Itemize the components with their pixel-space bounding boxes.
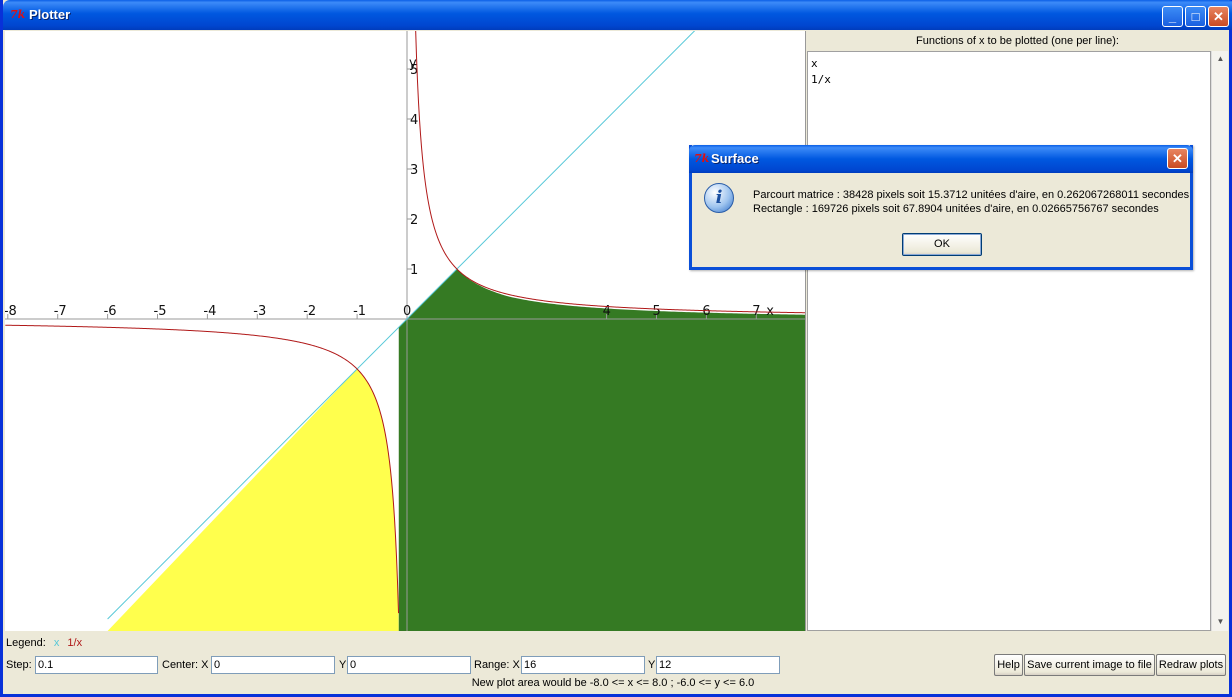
center-y-label: Y xyxy=(339,659,347,671)
range-y-input[interactable]: 12 xyxy=(656,656,780,674)
close-button[interactable]: ✕ xyxy=(1208,6,1229,27)
ok-button[interactable]: OK xyxy=(902,233,982,256)
range-x-input[interactable]: 16 xyxy=(521,656,645,674)
y-tick-label: 4 xyxy=(410,113,418,128)
dialog-title-bar[interactable]: 7k Surface ✕ xyxy=(689,145,1193,173)
center-y-input[interactable]: 0 xyxy=(347,656,471,674)
function-line: x xyxy=(811,57,818,70)
function-line: 1/x xyxy=(811,73,831,86)
step-label: Step: xyxy=(6,659,32,671)
scroll-up-icon[interactable]: ▲ xyxy=(1216,54,1225,63)
x-tick-label: 6 xyxy=(702,304,710,319)
x-tick-label: -7 xyxy=(54,304,67,319)
y-tick-label: 3 xyxy=(410,163,418,178)
x-tick-label: -3 xyxy=(253,304,266,319)
x-tick-label: -2 xyxy=(303,304,316,319)
functions-textarea[interactable]: x 1/x xyxy=(807,51,1211,631)
legend-item-x: x xyxy=(53,637,60,649)
window-title: Plotter xyxy=(29,7,71,22)
dialog-line-1: Parcourt matrice : 38428 pixels soit 15.… xyxy=(753,189,1190,201)
dialog-message: Parcourt matrice : 38428 pixels soit 15.… xyxy=(753,188,1189,216)
title-bar[interactable]: 7k Plotter _ □ ✕ xyxy=(3,0,1232,30)
legend-label: Legend: xyxy=(6,637,46,649)
dialog-close-button[interactable]: ✕ xyxy=(1167,148,1188,169)
status-bar: New plot area would be -8.0 <= x <= 8.0 … xyxy=(471,677,755,689)
surface-dialog: 7k Surface ✕ i Parcourt matrice : 38428 … xyxy=(689,145,1193,270)
legend: Legend: x 1/x xyxy=(6,637,87,649)
series-line-inv-positive xyxy=(415,31,805,314)
legend-item-inv: 1/x xyxy=(67,637,83,649)
center-x-input[interactable]: 0 xyxy=(211,656,335,674)
save-image-button[interactable]: Save current image to file xyxy=(1024,654,1155,676)
x-tick-label: -1 xyxy=(353,304,366,319)
controls-row: Step: 0.1 Center: X 0 Y 0 Range: X 16 Y … xyxy=(0,654,1232,676)
scroll-down-icon[interactable]: ▼ xyxy=(1216,617,1225,626)
tk-feather-icon: 7k xyxy=(10,8,26,21)
help-button[interactable]: Help xyxy=(994,654,1023,676)
y-axis-label: y xyxy=(409,56,417,71)
plot-canvas[interactable]: -8 -7 -6 -5 -4 -3 -2 -1 0 4 5 6 7 x 1 2 3 4 5 y xyxy=(5,31,806,631)
y-tick-label: 1 xyxy=(410,263,418,278)
redraw-plots-button[interactable]: Redraw plots xyxy=(1156,654,1226,676)
x-tick-label: 5 xyxy=(653,304,661,319)
dialog-line-2: Rectangle : 169726 pixels soit 67.8904 u… xyxy=(753,203,1159,215)
center-x-label: Center: X xyxy=(162,659,209,671)
series-line-x xyxy=(107,31,696,620)
yellow-region xyxy=(107,369,399,631)
series-line-inv-negative xyxy=(5,324,400,614)
x-tick-label: -4 xyxy=(203,304,216,319)
x-axis-label: x xyxy=(766,304,774,319)
tk-feather-icon: 7k xyxy=(694,152,710,165)
functions-label: Functions of x to be plotted (one per li… xyxy=(915,35,1119,47)
range-y-label: Y xyxy=(648,659,656,671)
minimize-button[interactable]: _ xyxy=(1162,6,1183,27)
y-tick-label: 2 xyxy=(410,213,418,228)
functions-scrollbar[interactable]: ▲ ▼ xyxy=(1211,51,1228,631)
maximize-button[interactable]: □ xyxy=(1185,6,1206,27)
range-x-label: Range: X xyxy=(474,659,520,671)
x-tick-label: 0 xyxy=(403,304,411,319)
y-tick-label: 5 xyxy=(410,63,418,78)
green-region xyxy=(398,269,805,631)
dialog-title: Surface xyxy=(711,151,759,166)
x-tick-label: -8 xyxy=(5,304,17,319)
x-tick-label: 4 xyxy=(603,304,611,319)
functions-panel: Functions of x to be plotted (one per li… xyxy=(807,31,1228,631)
x-tick-label: -6 xyxy=(104,304,117,319)
x-tick-label: -5 xyxy=(154,304,167,319)
info-icon: i xyxy=(704,183,734,213)
step-input[interactable]: 0.1 xyxy=(35,656,158,674)
